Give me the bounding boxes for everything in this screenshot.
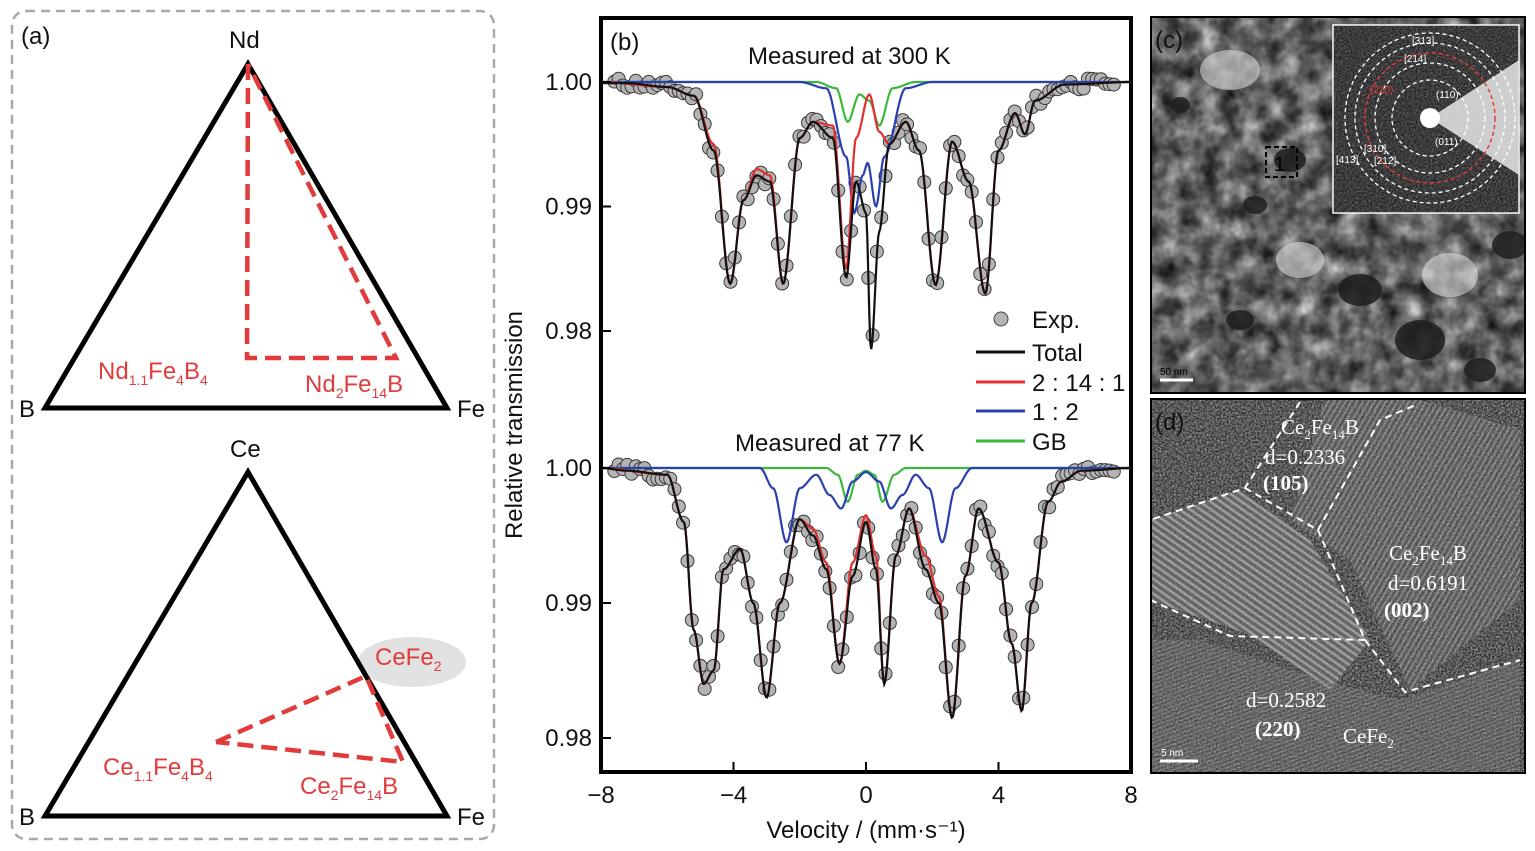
- panel-a: (a) Nd B Fe Nd1.1Fe4B4 Nd2Fe14B Ce B Fe …: [10, 9, 496, 841]
- svg-text:(105): (105): [1263, 471, 1309, 495]
- phase-label: CeFe2: [375, 644, 442, 674]
- phase-label: Ce2Fe14B: [300, 773, 398, 803]
- y-tick-label: 0.98: [545, 725, 592, 752]
- saed-index: (011): [1435, 137, 1458, 148]
- annotation-300k: Measured at 300 K: [748, 43, 951, 70]
- svg-text:CeFe2: CeFe2: [1343, 724, 1394, 751]
- ternary-triangle: [40, 467, 452, 819]
- axis-layer: −8 −4 0 4 8 1.00 0.99 0.98 1.00 0.99 0.98: [545, 69, 1137, 809]
- tie-line-region: [215, 673, 407, 765]
- left-vertex-label: B: [19, 804, 35, 831]
- legend-label: GB: [1032, 429, 1067, 456]
- svg-text:(220): (220): [1255, 717, 1301, 741]
- legend-label: 2 : 14 : 1: [1032, 370, 1125, 397]
- x-axis-label: Velocity / (mm·s⁻¹): [766, 817, 965, 844]
- series-line-300-1-2: [601, 80, 1131, 215]
- right-vertex-label: Fe: [457, 396, 485, 423]
- series-line-300-total: [601, 80, 1131, 350]
- legend-label: Total: [1032, 340, 1083, 367]
- x-tick-label: −8: [587, 782, 614, 809]
- saed-index: (110): [1436, 90, 1459, 101]
- svg-text:Ce2Fe14B: Ce2Fe14B: [1389, 541, 1467, 568]
- annotation-77k: Measured at 77 K: [735, 430, 924, 457]
- y-tick-label: 0.99: [545, 194, 592, 221]
- saed-index: [413]: [1336, 155, 1358, 166]
- series-line-77-1-2: [601, 466, 1131, 544]
- saed-index: [212]: [1374, 156, 1396, 167]
- phase-label: Nd2Fe14B: [305, 371, 403, 401]
- x-tick-label: 8: [1124, 782, 1137, 809]
- grain-annotation: d=0.2582 (220) CeFe2: [1246, 688, 1394, 751]
- grain-annotation: Ce2Fe14B d=0.2336 (105): [1263, 415, 1359, 495]
- panel-c-label: (c): [1155, 27, 1183, 54]
- ternary-triangle: [40, 59, 452, 411]
- svg-text:d=0.6191: d=0.6191: [1388, 571, 1468, 595]
- svg-text:d=0.2336: d=0.2336: [1265, 445, 1345, 469]
- svg-text:(002): (002): [1384, 598, 1430, 622]
- panel-b-label: (b): [610, 29, 639, 56]
- panel-c: 1 [313] [214] (220) (110) [310]: [1150, 16, 1526, 394]
- panel-d-label: (d): [1155, 409, 1184, 436]
- apex-label: Ce: [230, 436, 261, 463]
- legend: Exp. Total 2 : 14 : 1 1 : 2 GB: [976, 307, 1125, 456]
- series-line-77-total: [601, 466, 1131, 720]
- saed-index: (220): [1370, 85, 1393, 96]
- tie-line-region: [244, 62, 400, 361]
- phase-label: Nd1.1Fe4B4: [98, 358, 208, 388]
- grain-annotation: Ce2Fe14B d=0.6191 (002): [1384, 541, 1468, 622]
- y-tick-label: 0.98: [545, 318, 592, 345]
- legend-label: Exp.: [1032, 307, 1080, 334]
- svg-text:d=0.2582: d=0.2582: [1246, 688, 1326, 712]
- chart-layer: [601, 71, 1131, 720]
- scale-bar-label: 50 nm: [1160, 367, 1188, 378]
- panel-a-frame: [10, 9, 496, 841]
- ternary-ce-b-fe: Ce B Fe CeFe2 Ce1.1Fe4B4 Ce2Fe14B: [19, 436, 485, 831]
- apex-label: Nd: [229, 27, 260, 54]
- y-tick-label: 0.99: [545, 590, 592, 617]
- legend-label: 1 : 2: [1032, 399, 1079, 426]
- phase-label: Ce1.1Fe4B4: [103, 754, 213, 784]
- panel-d: Ce2Fe14B d=0.2336 (105) Ce2Fe14B d=0.619…: [1150, 398, 1526, 774]
- saed-inset: [313] [214] (220) (110) [310] [413] [212…: [1332, 24, 1520, 214]
- data-point-300k: [706, 145, 721, 160]
- data-point-77k: [706, 659, 721, 673]
- right-vertex-label: Fe: [457, 804, 485, 831]
- data-point-300k: [1106, 77, 1121, 92]
- x-tick-label: 0: [859, 782, 872, 809]
- y-tick-label: 1.00: [545, 455, 592, 482]
- x-tick-label: −4: [720, 782, 747, 809]
- legend-marker-exp: [993, 311, 1009, 327]
- svg-text:Ce2Fe14B: Ce2Fe14B: [1281, 415, 1359, 442]
- y-axis-label: Relative transmission: [501, 311, 528, 539]
- region-box-label: 1: [1274, 154, 1285, 176]
- data-point-300k: [796, 129, 811, 144]
- left-vertex-label: B: [19, 396, 35, 423]
- y-tick-label: 1.00: [545, 69, 592, 96]
- saed-index: [310]: [1364, 144, 1386, 155]
- phase-highlight: [358, 637, 466, 687]
- x-tick-label: 4: [992, 782, 1005, 809]
- plot-frame: [599, 16, 1133, 774]
- saed-index: [214]: [1404, 54, 1426, 65]
- region-box: [1265, 146, 1298, 178]
- panel-b: −8 −4 0 4 8 1.00 0.99 0.98 1.00 0.99 0.98 (b) Meas…: [501, 16, 1138, 844]
- scale-bar-label: 5 nm: [1161, 748, 1183, 759]
- panel-a-label: (a): [21, 23, 50, 50]
- ternary-nd-b-fe: Nd B Fe Nd1.1Fe4B4 Nd2Fe14B: [19, 27, 485, 423]
- saed-index: [313]: [1412, 36, 1434, 47]
